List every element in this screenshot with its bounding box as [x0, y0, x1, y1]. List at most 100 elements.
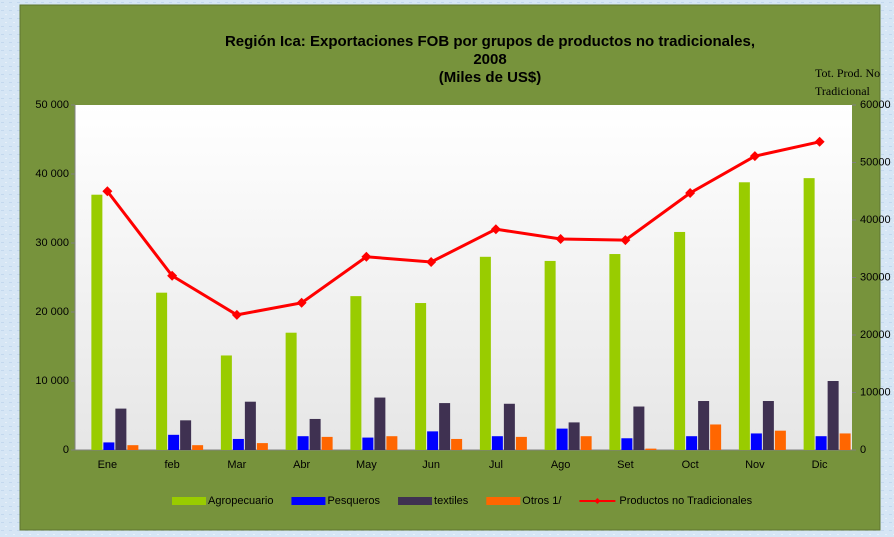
legend-label: Otros 1/	[522, 495, 562, 507]
bar	[645, 448, 657, 450]
legend-label: textiles	[434, 495, 469, 507]
bar	[386, 436, 398, 450]
x-tick-label: Jul	[489, 459, 503, 471]
x-tick-label: Set	[617, 459, 634, 471]
legend-swatch	[172, 497, 206, 505]
chart-title: Región Ica: Exportaciones FOB por grupos…	[225, 33, 755, 50]
line-marker	[296, 297, 307, 308]
x-tick-label: Mar	[227, 459, 246, 471]
line-marker	[490, 224, 501, 235]
legend-label: Agropecuario	[208, 495, 273, 507]
bar	[244, 401, 256, 450]
bar	[621, 438, 633, 450]
bar	[609, 254, 621, 450]
bar	[515, 436, 527, 450]
bar	[127, 445, 139, 450]
x-tick-label: Nov	[745, 459, 765, 471]
bar	[710, 424, 722, 450]
bar	[738, 182, 750, 450]
line-marker	[814, 136, 825, 147]
bar	[827, 381, 839, 450]
line-marker	[231, 309, 242, 320]
y2-axis-title: Tot. Prod. No	[815, 66, 880, 80]
bar	[297, 436, 309, 450]
line-marker	[555, 233, 566, 244]
bar	[374, 397, 386, 450]
bar	[568, 422, 580, 450]
y2-axis-title: Tradicional	[815, 84, 871, 98]
x-tick-label: May	[356, 459, 377, 471]
plot-area	[75, 105, 852, 450]
x-tick-label: Oct	[682, 459, 699, 471]
bar	[556, 428, 568, 450]
bar	[491, 436, 503, 450]
y2-tick-label: 10000	[860, 386, 891, 398]
bar	[192, 445, 204, 450]
chart-title: (Miles de US$)	[439, 69, 542, 86]
x-tick-label: Dic	[812, 459, 828, 471]
line-marker	[749, 151, 760, 162]
bar	[580, 436, 592, 450]
bar	[774, 430, 786, 450]
bar	[633, 406, 645, 450]
y2-tick-label: 60000	[860, 99, 891, 111]
y-tick-label: 50 000	[35, 99, 69, 111]
bar	[285, 332, 297, 450]
y2-tick-label: 40000	[860, 214, 891, 226]
line-marker	[426, 256, 437, 267]
line-marker	[361, 251, 372, 262]
chart-title: 2008	[473, 51, 506, 68]
line-marker	[685, 187, 696, 198]
bar	[815, 436, 827, 450]
bar	[115, 408, 127, 450]
bar	[750, 433, 762, 450]
bar	[479, 256, 491, 450]
bar	[762, 401, 774, 450]
bar	[309, 418, 321, 450]
x-tick-label: Jun	[422, 459, 440, 471]
bar	[686, 436, 698, 450]
bar	[321, 436, 333, 450]
legend-swatch	[486, 497, 521, 505]
bar	[674, 231, 686, 450]
bar	[839, 433, 851, 450]
bar	[103, 442, 115, 450]
legend-label: Productos no Tradicionales	[619, 495, 752, 507]
y2-tick-label: 50000	[860, 156, 891, 168]
line-marker	[102, 186, 113, 197]
bar	[427, 431, 439, 450]
legend-swatch	[398, 497, 433, 505]
y2-tick-label: 20000	[860, 329, 891, 341]
legend-label: Pesqueros	[327, 495, 380, 507]
bar	[698, 401, 710, 450]
bar	[256, 443, 268, 450]
bar	[350, 296, 362, 450]
y-tick-label: 0	[63, 444, 69, 456]
bar	[503, 403, 515, 450]
y2-tick-label: 0	[860, 444, 866, 456]
bar	[220, 355, 232, 450]
x-tick-label: Abr	[293, 459, 310, 471]
bar	[439, 403, 451, 450]
x-tick-label: Ene	[98, 459, 118, 471]
bar	[544, 260, 556, 450]
y-tick-label: 40 000	[35, 168, 69, 180]
bar	[451, 438, 463, 450]
bar	[180, 420, 192, 450]
y-tick-label: 30 000	[35, 237, 69, 249]
line-marker	[620, 235, 631, 246]
bar	[362, 437, 374, 450]
bar	[91, 194, 103, 450]
bar	[232, 438, 244, 450]
line	[106, 140, 820, 317]
bar	[156, 292, 168, 450]
x-tick-label: Ago	[551, 459, 571, 471]
line-marker	[167, 270, 178, 281]
y2-tick-label: 30000	[860, 271, 891, 283]
bar	[415, 303, 427, 450]
legend-swatch	[291, 497, 326, 505]
bar	[168, 434, 180, 450]
y-tick-label: 10 000	[35, 375, 69, 387]
